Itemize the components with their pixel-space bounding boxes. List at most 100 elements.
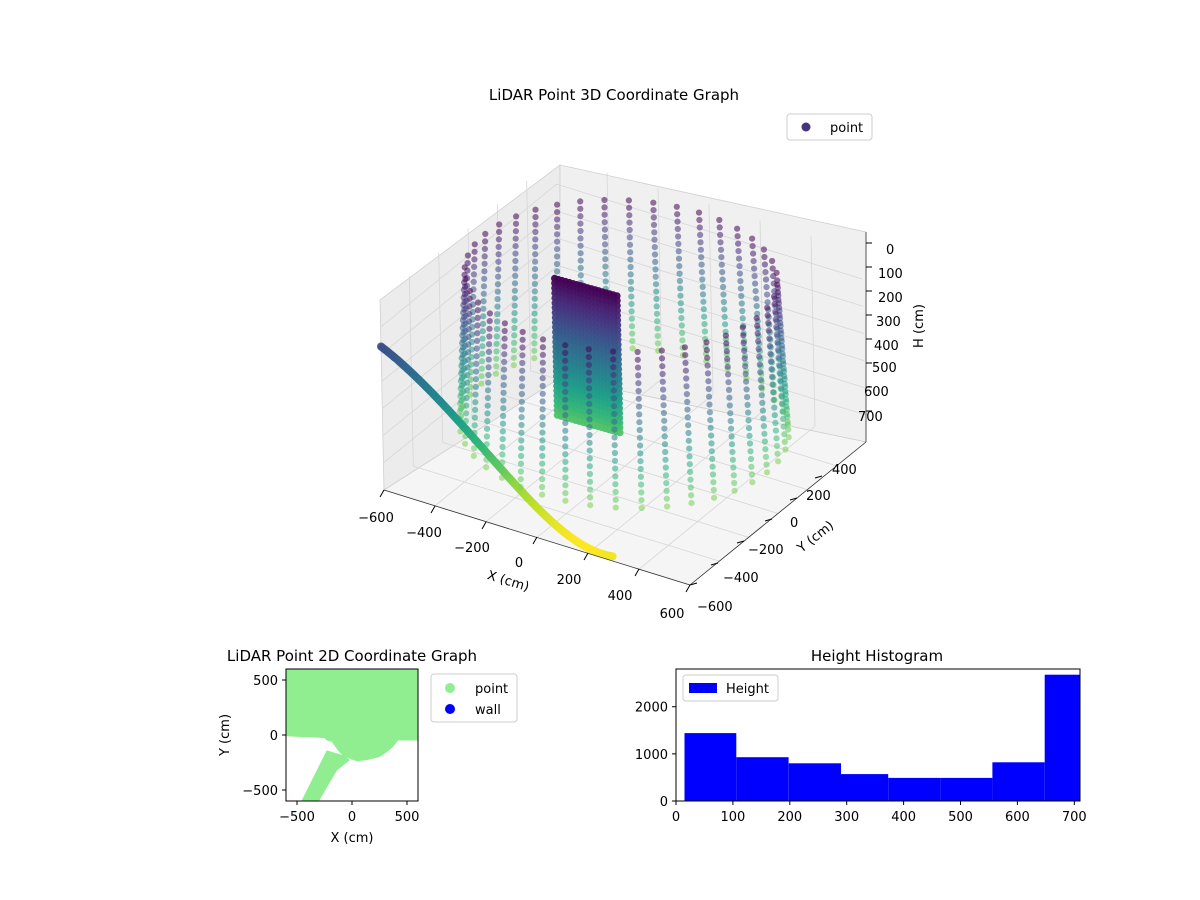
- point-3d: [764, 312, 771, 319]
- point-3d: [778, 335, 785, 342]
- point-3d: [474, 314, 481, 321]
- point-3d: [495, 258, 502, 265]
- point-3d: [612, 465, 619, 472]
- point-3d: [744, 401, 751, 408]
- x-tick-label: −400: [406, 526, 442, 541]
- point-3d: [531, 273, 539, 280]
- point-3d: [771, 293, 778, 300]
- point-3d: [539, 476, 546, 483]
- point-3d: [602, 241, 609, 248]
- point-3d: [651, 244, 658, 251]
- point-3d: [756, 353, 763, 360]
- point-3d: [684, 398, 691, 405]
- point-3d: [484, 425, 491, 432]
- point-3d: [539, 437, 546, 444]
- z-tick-label: 400: [874, 339, 899, 354]
- y-axis-line: [689, 441, 867, 586]
- point-3d: [611, 457, 619, 464]
- point-3d: [774, 281, 781, 288]
- y-tick-mark: [789, 497, 798, 501]
- point-3d: [760, 423, 768, 430]
- point-3d: [539, 460, 546, 467]
- point-3d: [695, 209, 703, 216]
- point-3d: [486, 341, 493, 348]
- point-3d: [773, 269, 780, 276]
- x-tick-label: 500: [395, 810, 420, 825]
- point-3d: [586, 416, 593, 423]
- point-3d: [626, 212, 633, 219]
- point-3d: [785, 426, 792, 433]
- point-3d: [610, 371, 617, 379]
- point-3d: [460, 344, 467, 351]
- point-3d: [749, 235, 756, 242]
- histogram-bar: [888, 777, 941, 801]
- point-3d: [686, 445, 693, 452]
- point-3d: [679, 337, 686, 344]
- point-3d: [539, 483, 546, 491]
- point-3d: [762, 453, 770, 460]
- x-tick-label: 0: [348, 810, 356, 825]
- point-3d: [480, 298, 487, 305]
- x-tick-mark: [685, 584, 691, 593]
- point-3d: [682, 359, 689, 366]
- point-3d: [688, 500, 695, 507]
- points-3d: [377, 196, 792, 561]
- point-3d: [700, 306, 707, 313]
- point-3d: [539, 351, 547, 358]
- legend-2d: point wall: [430, 673, 518, 723]
- point-3d: [512, 243, 519, 250]
- point-3d: [684, 414, 691, 421]
- legend-3d-box: [786, 113, 873, 141]
- point-3d: [777, 377, 784, 384]
- point-3d: [677, 292, 684, 299]
- point-3d: [776, 362, 783, 369]
- point-3d: [766, 343, 774, 350]
- point-3d: [782, 396, 790, 403]
- point-3d: [784, 418, 791, 426]
- point-3d: [554, 223, 561, 230]
- point-3d: [709, 455, 716, 462]
- point-3d: [601, 233, 609, 241]
- point-3d: [482, 238, 489, 245]
- point-3d: [676, 270, 683, 277]
- point-3d: [458, 382, 465, 389]
- point-3d: [728, 441, 736, 448]
- point-3d: [755, 338, 762, 345]
- point-3d: [705, 378, 712, 385]
- point-3d: [766, 335, 773, 342]
- point-3d: [512, 235, 519, 242]
- point-3d: [753, 315, 760, 322]
- point-3d: [778, 392, 785, 400]
- point-3d: [562, 435, 569, 442]
- point-3d: [718, 254, 725, 261]
- point-3d: [652, 281, 660, 288]
- point-3d: [611, 418, 618, 425]
- point-3d: [470, 452, 477, 459]
- point-3d: [517, 483, 524, 491]
- point-3d: [539, 491, 546, 498]
- point-3d: [470, 278, 477, 285]
- point-3d: [754, 322, 761, 329]
- point-3d: [608, 552, 617, 561]
- point-3d: [610, 395, 618, 402]
- point-3d: [762, 446, 769, 453]
- point-3d: [697, 246, 705, 253]
- point-3d: [683, 383, 690, 390]
- point-3d: [577, 235, 584, 242]
- point-3d: [532, 236, 539, 243]
- point-3d: [459, 367, 466, 374]
- point-3d: [460, 321, 467, 328]
- point-3d: [701, 313, 708, 320]
- point-3d: [772, 316, 779, 323]
- point-3d: [659, 370, 666, 378]
- point-3d: [679, 329, 686, 336]
- point-3d: [775, 458, 782, 465]
- point-3d: [628, 315, 635, 322]
- point-3d: [539, 421, 546, 428]
- point-3d: [711, 494, 718, 501]
- point-3d: [532, 258, 539, 265]
- point-3d: [472, 376, 480, 383]
- point-3d: [519, 344, 526, 351]
- point-3d: [743, 378, 750, 385]
- x-tick-label: 200: [557, 573, 582, 588]
